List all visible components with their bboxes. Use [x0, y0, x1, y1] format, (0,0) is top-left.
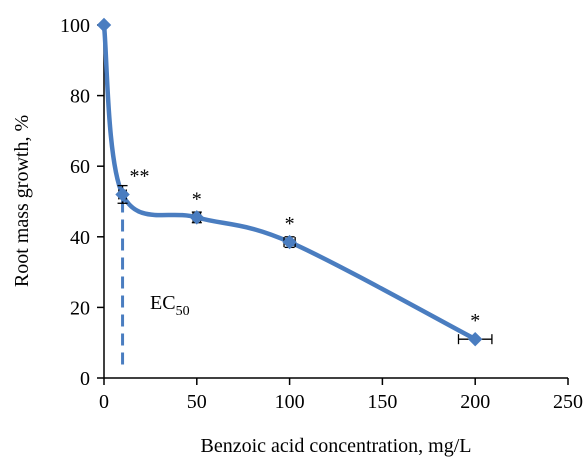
y-tick-label: 60 — [70, 156, 90, 178]
y-tick-label: 0 — [80, 368, 90, 390]
data-point — [189, 210, 205, 225]
significance-label: ** — [130, 165, 150, 187]
x-ticks: 0 50 100 150 200 250 — [99, 378, 583, 413]
x-tick-label: 200 — [460, 391, 490, 413]
data-points — [96, 17, 483, 347]
y-tick-label: 20 — [70, 297, 90, 319]
x-tick-label: 250 — [553, 391, 583, 413]
ec50-subscript: 50 — [176, 304, 190, 319]
ec50-label: EC50 — [150, 292, 190, 319]
data-point — [115, 187, 130, 202]
x-tick-label: 50 — [187, 391, 207, 413]
significance-label: * — [285, 213, 295, 235]
significance-label: * — [192, 188, 202, 210]
data-point — [282, 234, 297, 250]
x-tick-label: 100 — [275, 391, 305, 413]
significance-label: * — [470, 310, 480, 332]
ec50-base: EC — [150, 292, 176, 314]
y-ticks: 0 20 40 60 80 100 — [60, 15, 104, 390]
x-axis-title: Benzoic acid concentration, mg/L — [200, 435, 471, 457]
data-point — [96, 17, 112, 33]
y-tick-label: 80 — [70, 86, 90, 108]
x-tick-label: 0 — [99, 391, 109, 413]
data-point — [467, 331, 483, 347]
significance-labels: ***** — [130, 165, 481, 332]
y-tick-label: 40 — [70, 227, 90, 249]
x-tick-label: 150 — [367, 391, 397, 413]
y-axis-title: Root mass growth, % — [11, 115, 33, 287]
y-tick-label: 100 — [60, 15, 90, 37]
